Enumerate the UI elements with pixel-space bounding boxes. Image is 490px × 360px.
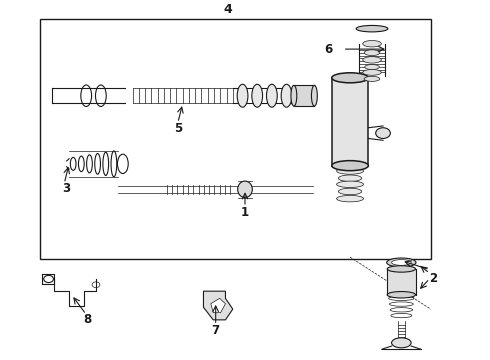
Ellipse shape — [338, 188, 362, 195]
Bar — [40, 19, 431, 259]
Text: 2: 2 — [429, 272, 437, 285]
Ellipse shape — [267, 84, 277, 107]
Ellipse shape — [392, 338, 411, 348]
Ellipse shape — [363, 69, 381, 75]
Ellipse shape — [238, 181, 252, 198]
Bar — [332, 78, 368, 166]
Ellipse shape — [363, 57, 381, 63]
Text: 4: 4 — [223, 3, 232, 16]
Ellipse shape — [281, 84, 292, 107]
Text: 8: 8 — [83, 313, 91, 327]
Text: 3: 3 — [63, 183, 71, 195]
Ellipse shape — [337, 181, 364, 188]
Bar — [294, 85, 315, 106]
Ellipse shape — [365, 64, 379, 69]
Ellipse shape — [291, 85, 297, 106]
Text: 5: 5 — [173, 122, 182, 135]
Ellipse shape — [387, 292, 416, 298]
Circle shape — [376, 128, 391, 139]
Ellipse shape — [332, 161, 368, 171]
Ellipse shape — [332, 73, 368, 83]
Ellipse shape — [356, 26, 388, 32]
Ellipse shape — [363, 41, 381, 47]
Bar — [387, 269, 416, 295]
Ellipse shape — [364, 76, 380, 81]
Ellipse shape — [338, 175, 362, 181]
Polygon shape — [211, 298, 225, 313]
Ellipse shape — [387, 266, 416, 272]
Ellipse shape — [337, 195, 364, 202]
Ellipse shape — [387, 258, 416, 267]
Ellipse shape — [392, 260, 411, 265]
Text: 7: 7 — [212, 324, 220, 337]
Polygon shape — [203, 291, 233, 320]
Text: 6: 6 — [324, 42, 332, 55]
Ellipse shape — [312, 85, 318, 106]
Text: 1: 1 — [241, 206, 249, 219]
Ellipse shape — [337, 168, 364, 174]
Ellipse shape — [252, 84, 263, 107]
Ellipse shape — [364, 50, 380, 55]
Ellipse shape — [237, 84, 248, 107]
